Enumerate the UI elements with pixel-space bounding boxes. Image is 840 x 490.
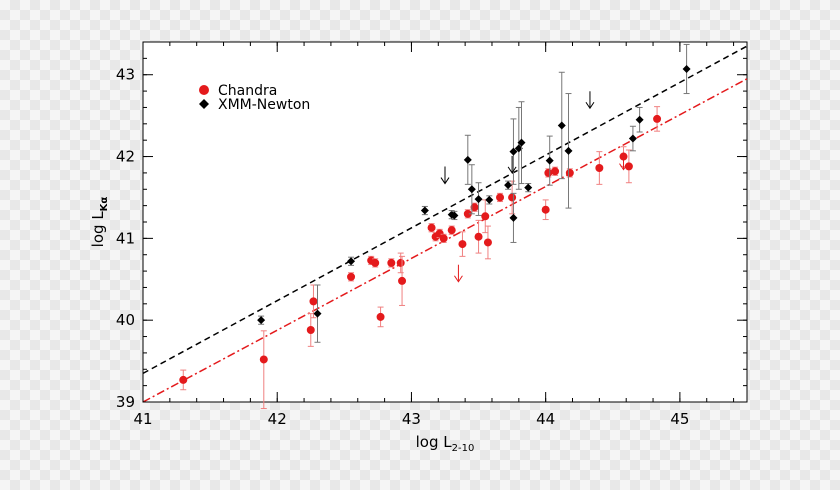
data-point <box>628 134 637 143</box>
data-point <box>450 211 459 220</box>
series-chandra <box>179 106 662 410</box>
data-point <box>447 226 456 235</box>
data-point <box>470 203 479 212</box>
legend-label-chandra: Chandra <box>218 83 277 99</box>
upper-limit-arrowhead <box>619 163 628 171</box>
data-point <box>376 312 385 321</box>
data-point <box>544 168 553 177</box>
fit-line-xmm-newton <box>142 45 748 375</box>
y-tick-label: 39 <box>116 393 135 411</box>
legend-label-xmm: XMM-Newton <box>218 97 310 113</box>
y-tick-label: 42 <box>116 148 135 166</box>
y-tick-label: 41 <box>116 229 135 247</box>
data-point <box>564 146 573 155</box>
data-point <box>396 258 405 267</box>
data-point <box>524 183 533 192</box>
data-point <box>458 240 467 249</box>
data-point <box>551 167 560 176</box>
data-point <box>485 195 494 204</box>
data-point <box>467 185 476 194</box>
data-point <box>387 258 396 267</box>
plot-area <box>142 41 748 403</box>
data-point <box>565 168 574 177</box>
data-series <box>179 43 691 410</box>
data-point <box>347 257 356 266</box>
data-point <box>504 181 513 190</box>
legend: Chandra XMM-Newton <box>199 83 310 113</box>
data-point <box>653 114 662 123</box>
data-point <box>557 121 566 130</box>
data-point <box>496 193 505 202</box>
x-tick-label: 41 <box>133 410 152 428</box>
upper-limit-arrowhead <box>507 166 517 174</box>
axis-ticks: 41 42 43 44 45 39 40 41 42 43 <box>116 41 747 428</box>
legend-marker-xmm <box>199 99 209 109</box>
data-point <box>371 258 380 267</box>
data-point <box>508 193 517 202</box>
data-point <box>595 164 604 172</box>
data-point <box>474 195 483 204</box>
data-point <box>474 232 483 241</box>
data-point <box>463 155 472 164</box>
legend-marker-chandra <box>199 85 209 95</box>
x-tick-label: 44 <box>536 410 555 428</box>
data-point <box>514 144 523 153</box>
upper-limit-arrowhead <box>440 177 450 185</box>
data-point <box>541 205 550 214</box>
data-point <box>439 234 448 243</box>
series-xmm-newton <box>257 43 691 343</box>
data-point <box>545 156 554 165</box>
data-point <box>483 238 492 247</box>
data-point <box>347 272 356 281</box>
data-point <box>420 206 429 215</box>
x-tick-label: 42 <box>268 410 287 428</box>
x-tick-label: 43 <box>402 410 421 428</box>
upper-limit-arrowhead <box>585 101 595 110</box>
y-tick-label: 40 <box>116 311 135 329</box>
data-point <box>427 223 436 232</box>
data-point <box>306 326 315 334</box>
data-point <box>509 213 518 222</box>
data-point <box>398 276 407 285</box>
y-axis-label: log LKα <box>89 197 110 248</box>
data-point <box>313 309 322 318</box>
data-point <box>257 316 266 325</box>
data-point <box>509 147 518 156</box>
data-point <box>309 297 318 306</box>
data-point <box>481 212 490 221</box>
x-tick-label: 45 <box>670 410 689 428</box>
data-point <box>179 375 188 384</box>
data-point <box>517 138 526 147</box>
data-point <box>682 65 691 73</box>
upper-limit-arrowhead <box>454 275 463 283</box>
x-axis-label: log L2-10 <box>416 433 475 454</box>
y-tick-label: 43 <box>116 66 135 84</box>
data-point <box>463 209 472 218</box>
data-point <box>635 115 644 124</box>
data-point <box>259 355 268 364</box>
